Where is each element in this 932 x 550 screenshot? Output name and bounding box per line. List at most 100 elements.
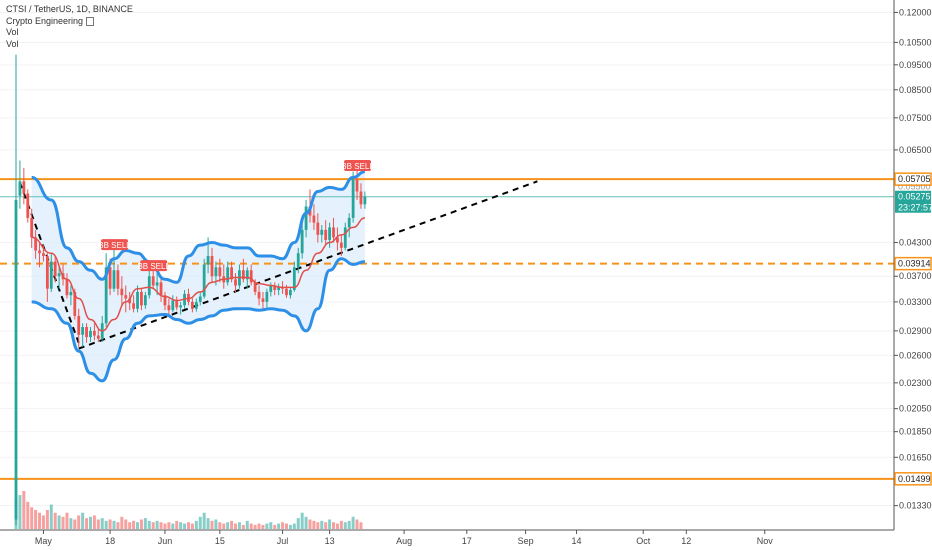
- candle-body: [230, 267, 233, 280]
- signal-label: BB SELL: [341, 162, 374, 171]
- candle-body: [339, 242, 343, 248]
- volume-indicator-2[interactable]: Vol: [6, 38, 19, 49]
- candle-body: [26, 193, 30, 218]
- volume-bar: [206, 518, 210, 529]
- volume-bar: [359, 522, 363, 529]
- volume-bar: [159, 522, 163, 529]
- time-axis-ticks: May 18 Jun 15 Jul 13 Aug 17 Sep 14 Oct 12 Nov: [35, 530, 773, 546]
- candle-body: [151, 276, 155, 286]
- volume-bar: [92, 515, 96, 529]
- signal-label: BB SELL: [98, 241, 131, 250]
- volume-bar: [288, 524, 292, 529]
- volume-bar: [320, 520, 324, 529]
- candle-body: [132, 303, 135, 309]
- candle-body: [285, 288, 288, 296]
- volume-bar: [147, 520, 151, 529]
- volume-bar: [194, 520, 198, 529]
- x-tick-label: 13: [325, 536, 335, 546]
- candle-body: [163, 295, 167, 306]
- candle-body: [292, 267, 296, 290]
- info-icon[interactable]: [85, 16, 94, 26]
- signal-label: BB SELL: [137, 262, 170, 271]
- volume-bar: [284, 523, 288, 529]
- y-tick-label: 0.06500: [899, 145, 932, 155]
- candle-body: [191, 301, 194, 309]
- volume-bar: [143, 518, 147, 529]
- indicator-row[interactable]: Crypto Engineering: [6, 16, 133, 28]
- candle-body: [155, 282, 159, 286]
- volume-bar: [136, 522, 140, 529]
- trendlines[interactable]: [18, 180, 538, 350]
- x-tick-label: Sep: [518, 536, 534, 546]
- volume-bar: [41, 515, 45, 529]
- price-axis-ticks: 0.12000 0.10500 0.09500 0.08500 0.07500 0.065…: [894, 7, 932, 511]
- x-tick-label: Oct: [636, 536, 651, 546]
- level-price-box: [895, 173, 931, 185]
- volume-bar: [304, 516, 308, 529]
- candle-body: [34, 237, 37, 251]
- candle-body: [167, 305, 171, 311]
- candle-body: [104, 267, 108, 324]
- volume-bar: [253, 524, 257, 529]
- volume-bar: [281, 522, 285, 529]
- trendline: [78, 180, 538, 350]
- candle-body: [253, 282, 257, 292]
- volume-bar: [273, 524, 277, 529]
- volume-bar: [96, 519, 100, 529]
- candle-body: [343, 227, 347, 248]
- candle-body: [120, 288, 124, 296]
- volume-bar: [190, 523, 194, 529]
- candle-body: [89, 330, 92, 338]
- candle-body: [214, 267, 218, 277]
- y-tick-label: 0.01330: [899, 501, 932, 511]
- indicator-name[interactable]: Crypto Engineering: [6, 15, 84, 26]
- candle-body: [73, 291, 77, 316]
- volume-bar: [339, 520, 343, 529]
- volume-indicator-1[interactable]: Vol: [6, 27, 19, 37]
- time-axis[interactable]: [0, 529, 932, 550]
- candle-body: [336, 237, 339, 243]
- candle-body: [18, 181, 22, 196]
- volume-bar: [183, 523, 187, 529]
- volume-bar: [61, 516, 65, 529]
- candle-body: [194, 301, 198, 309]
- volume-bar: [261, 524, 265, 529]
- volume-bar: [335, 523, 339, 529]
- candle-body: [198, 296, 202, 302]
- volume-bar: [175, 520, 179, 529]
- level-price-outline: [894, 172, 932, 186]
- candle-body: [93, 330, 96, 336]
- volume-bar: [81, 512, 85, 529]
- volume-bar: [30, 507, 34, 529]
- y-tick-label: 0.01650: [899, 452, 932, 462]
- candle-body: [124, 295, 128, 299]
- level-price-box: [895, 472, 931, 484]
- candles: [14, 54, 367, 525]
- volume-bar: [312, 520, 316, 529]
- hidden-price-box: [895, 182, 931, 191]
- candle-body: [304, 206, 308, 230]
- volume-bar: [202, 512, 206, 529]
- candle-body: [324, 229, 328, 240]
- candle-body: [277, 287, 281, 290]
- volume-bar: [167, 522, 171, 529]
- y-tick-label: 0.12000: [899, 7, 932, 17]
- volume-bar: [226, 522, 230, 529]
- volume-bar: [77, 515, 81, 529]
- volume-bar: [343, 522, 347, 529]
- volume-bar: [237, 522, 241, 529]
- candle-body: [112, 270, 116, 289]
- last-price-box: [895, 190, 931, 213]
- symbol-title[interactable]: CTSI / TetherUS, 1D, BINANCE: [6, 4, 133, 14]
- candle-body: [22, 181, 26, 194]
- volume-bar: [171, 523, 175, 529]
- y-tick-label: 0.03700: [899, 271, 932, 281]
- volume-bar: [163, 523, 167, 529]
- candle-body: [202, 264, 206, 297]
- candle-body: [81, 327, 85, 335]
- volume-bar: [85, 518, 89, 529]
- candle-body: [128, 298, 132, 304]
- candle-body: [289, 289, 292, 296]
